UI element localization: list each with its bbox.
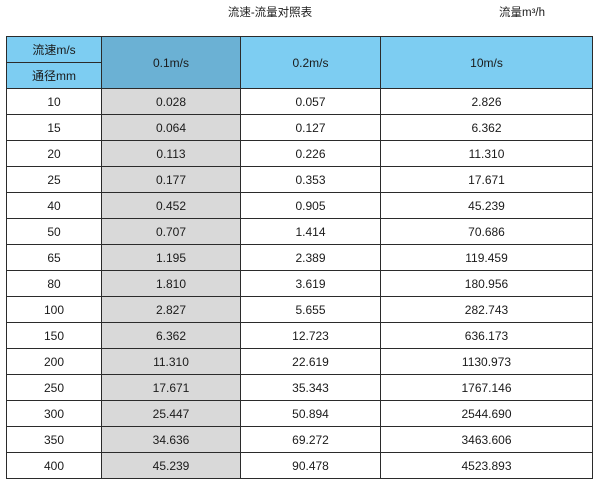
caption-row: 流速-流量对照表 流量m³/h	[0, 0, 600, 36]
table-row: 15 0.064 0.127 6.362	[6, 114, 593, 141]
cell-flow-0.2ms: 69.272	[240, 426, 381, 453]
cell-diameter: 25	[6, 166, 102, 193]
cell-flow-10ms: 70.686	[380, 218, 593, 245]
table-row: 250 17.671 35.343 1767.146	[6, 374, 593, 401]
table-row: 25 0.177 0.353 17.671	[6, 166, 593, 193]
table-body: 10 0.028 0.057 2.826 15 0.064 0.127 6.36…	[6, 88, 593, 479]
header-column-0.2ms[interactable]: 0.2m/s	[240, 36, 381, 89]
flow-velocity-table: 流速m/s 0.1m/s 0.2m/s 10m/s 通径mm 10 0.028 …	[6, 36, 593, 479]
page-title: 流速-流量对照表	[227, 7, 313, 19]
cell-flow-0.1ms: 0.028	[101, 88, 241, 115]
cell-flow-0.1ms: 6.362	[101, 322, 241, 349]
cell-diameter: 200	[6, 348, 102, 375]
cell-diameter: 100	[6, 296, 102, 323]
table-row: 100 2.827 5.655 282.743	[6, 296, 593, 323]
cell-flow-0.1ms: 0.707	[101, 218, 241, 245]
cell-flow-10ms: 636.173	[380, 322, 593, 349]
cell-diameter: 300	[6, 400, 102, 427]
cell-flow-10ms: 1130.973	[380, 348, 593, 375]
cell-flow-0.2ms: 0.353	[240, 166, 381, 193]
table-row: 150 6.362 12.723 636.173	[6, 322, 593, 349]
table-row: 40 0.452 0.905 45.239	[6, 192, 593, 219]
cell-flow-0.1ms: 34.636	[101, 426, 241, 453]
flow-unit-label: 流量m³/h	[499, 7, 545, 19]
cell-flow-0.1ms: 1.810	[101, 270, 241, 297]
table-header: 流速m/s 0.1m/s 0.2m/s 10m/s 通径mm	[6, 36, 593, 89]
table-row: 50 0.707 1.414 70.686	[6, 218, 593, 245]
cell-flow-0.2ms: 0.057	[240, 88, 381, 115]
cell-diameter: 150	[6, 322, 102, 349]
table-row: 200 11.310 22.619 1130.973	[6, 348, 593, 375]
header-diameter-label: 通径mm	[6, 62, 102, 89]
cell-diameter: 65	[6, 244, 102, 271]
cell-flow-10ms: 11.310	[380, 140, 593, 167]
cell-flow-0.1ms: 17.671	[101, 374, 241, 401]
cell-flow-10ms: 17.671	[380, 166, 593, 193]
cell-diameter: 80	[6, 270, 102, 297]
cell-flow-0.2ms: 12.723	[240, 322, 381, 349]
cell-flow-0.2ms: 0.905	[240, 192, 381, 219]
cell-flow-10ms: 2544.690	[380, 400, 593, 427]
cell-flow-0.1ms: 0.113	[101, 140, 241, 167]
cell-diameter: 15	[6, 114, 102, 141]
cell-flow-0.1ms: 0.452	[101, 192, 241, 219]
cell-flow-0.2ms: 1.414	[240, 218, 381, 245]
cell-flow-0.2ms: 50.894	[240, 400, 381, 427]
cell-flow-10ms: 2.826	[380, 88, 593, 115]
cell-flow-10ms: 45.239	[380, 192, 593, 219]
cell-flow-0.1ms: 2.827	[101, 296, 241, 323]
header-column-10ms[interactable]: 10m/s	[380, 36, 593, 89]
cell-diameter: 10	[6, 88, 102, 115]
cell-diameter: 40	[6, 192, 102, 219]
header-column-0.1ms[interactable]: 0.1m/s	[101, 36, 241, 89]
cell-flow-10ms: 1767.146	[380, 374, 593, 401]
cell-flow-0.1ms: 0.177	[101, 166, 241, 193]
table-row: 80 1.810 3.619 180.956	[6, 270, 593, 297]
table-row: 20 0.113 0.226 11.310	[6, 140, 593, 167]
table-header-row-top: 流速m/s 0.1m/s 0.2m/s 10m/s	[6, 36, 593, 89]
table-row: 350 34.636 69.272 3463.606	[6, 426, 593, 453]
cell-diameter: 350	[6, 426, 102, 453]
cell-flow-10ms: 180.956	[380, 270, 593, 297]
cell-flow-0.1ms: 1.195	[101, 244, 241, 271]
cell-diameter: 250	[6, 374, 102, 401]
cell-flow-0.2ms: 22.619	[240, 348, 381, 375]
table-row: 10 0.028 0.057 2.826	[6, 88, 593, 115]
cell-flow-0.2ms: 5.655	[240, 296, 381, 323]
table-header-row-bottom: 通径mm	[6, 62, 593, 89]
flow-velocity-table-container: 流速m/s 0.1m/s 0.2m/s 10m/s 通径mm 10 0.028 …	[6, 36, 593, 479]
cell-flow-10ms: 282.743	[380, 296, 593, 323]
cell-diameter: 50	[6, 218, 102, 245]
cell-flow-0.2ms: 0.127	[240, 114, 381, 141]
cell-flow-0.2ms: 2.389	[240, 244, 381, 271]
header-velocity-label: 流速m/s	[6, 36, 102, 63]
cell-flow-0.1ms: 0.064	[101, 114, 241, 141]
cell-flow-10ms: 119.459	[380, 244, 593, 271]
table-row: 300 25.447 50.894 2544.690	[6, 400, 593, 427]
cell-flow-0.1ms: 11.310	[101, 348, 241, 375]
cell-flow-0.2ms: 3.619	[240, 270, 381, 297]
cell-flow-0.1ms: 25.447	[101, 400, 241, 427]
cell-flow-0.2ms: 0.226	[240, 140, 381, 167]
table-row: 65 1.195 2.389 119.459	[6, 244, 593, 271]
cell-flow-0.2ms: 35.343	[240, 374, 381, 401]
cell-flow-10ms: 3463.606	[380, 426, 593, 453]
cell-diameter: 20	[6, 140, 102, 167]
cell-flow-10ms: 6.362	[380, 114, 593, 141]
